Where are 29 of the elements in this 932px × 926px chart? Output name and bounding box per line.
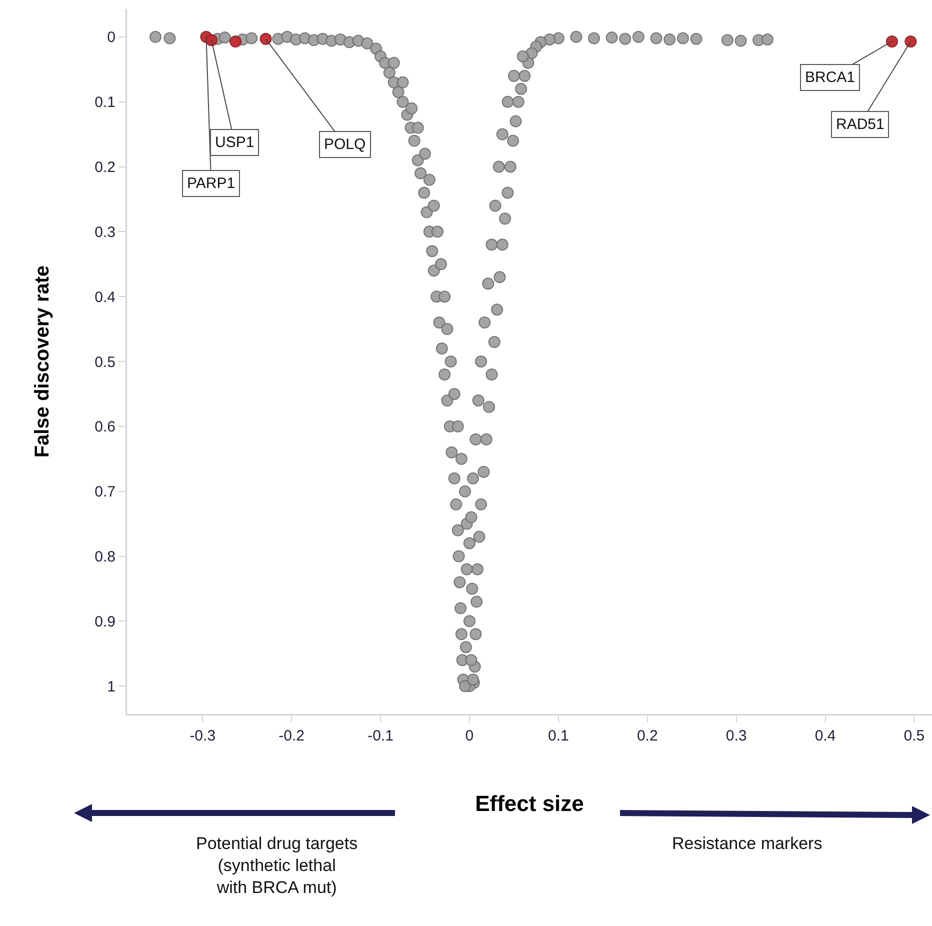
y-tick-label: 0.1 [94, 94, 116, 112]
x-tick-label: 0.1 [548, 728, 569, 744]
y-tick-label: 0.8 [94, 548, 116, 566]
annotation: POLQ [324, 136, 366, 153]
x-tick-label: 0.3 [726, 728, 747, 744]
y-tick-label: 0 [107, 29, 116, 46]
x-tick-label: -0.2 [278, 728, 304, 744]
text: Potential drug targets (synthetic lethal with BRCA mut) [196, 834, 358, 898]
x-tick-label: 0.4 [814, 728, 836, 744]
y-tick-label: 0.5 [94, 354, 116, 371]
y-tick-label: 1 [107, 678, 116, 696]
y-tick-label: 0.7 [94, 484, 116, 501]
y-tick-label: 0.2 [94, 159, 116, 176]
x-tick-label: -0.3 [190, 728, 216, 744]
text: Resistance markers [672, 834, 822, 853]
x-axis-title: Effect size [475, 791, 584, 816]
annotation: PARP1 [187, 175, 236, 192]
annotation: USP1 [215, 134, 254, 151]
annotation: RAD51 [836, 116, 884, 133]
y-tick-label: 0.4 [94, 288, 116, 306]
x-tick-label: 0.5 [904, 728, 925, 744]
x-tick-label: -0.1 [368, 728, 394, 744]
y-axis-title: False discovery rate [31, 265, 54, 458]
annotation: BRCA1 [805, 69, 856, 86]
y-tick-label: 0.3 [94, 224, 116, 241]
x-tick-label: 0 [465, 728, 474, 744]
y-tick-label: 0.9 [94, 613, 116, 630]
x-tick-label: 0.2 [636, 728, 658, 744]
y-tick-label: 0.6 [94, 418, 116, 436]
